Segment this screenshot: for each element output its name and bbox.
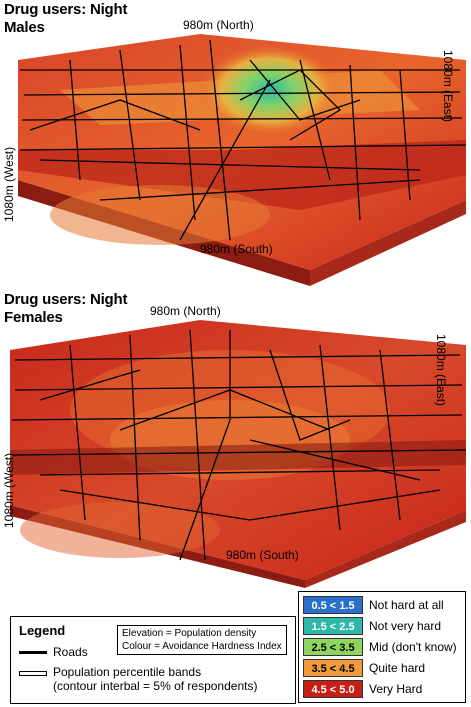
legend-note-colour: Colour = Avoidance Hardness Index bbox=[122, 641, 282, 652]
map-panel-females: Drug users: Night Females 980m (North) 9… bbox=[0, 290, 471, 590]
scale-class: 1.5 < 2.5 Not very hard bbox=[303, 617, 463, 635]
legend-title: Legend bbox=[19, 623, 66, 638]
scale-class: 4.5 < 5.0 Very Hard bbox=[303, 680, 463, 698]
scale-chip: 0.5 < 1.5 bbox=[303, 596, 363, 614]
roads bbox=[11, 329, 467, 561]
contour-band bbox=[50, 185, 270, 245]
scale-label: Quite hard bbox=[369, 661, 426, 675]
axis-east-label: 1080m (East) bbox=[441, 50, 455, 123]
legend-note: Elevation = Population density Colour = … bbox=[117, 625, 287, 655]
scale-class: 2.5 < 3.5 Mid (don't know) bbox=[303, 638, 463, 656]
map-title-line1: Drug users: Night bbox=[4, 1, 128, 18]
legend-box: Legend Elevation = Population density Co… bbox=[10, 616, 296, 704]
terrain-map-females bbox=[10, 320, 467, 588]
axis-south-label: 980m (South) bbox=[200, 242, 273, 256]
legend-roads-label: Roads bbox=[53, 645, 88, 659]
scale-chip: 3.5 < 4.5 bbox=[303, 659, 363, 677]
map-title: Drug users: Night Males bbox=[4, 1, 127, 37]
scale-class: 0.5 < 1.5 Not hard at all bbox=[303, 596, 463, 614]
hotspot bbox=[200, 45, 340, 135]
scale-label: Not hard at all bbox=[369, 598, 444, 612]
axis-west-label: 1080m (West) bbox=[2, 146, 16, 222]
terrain-side-east bbox=[305, 510, 466, 588]
scale-chip: 2.5 < 3.5 bbox=[303, 638, 363, 656]
contour-band bbox=[20, 502, 220, 558]
terrain-side-east bbox=[310, 200, 466, 286]
map-title-line2: Males bbox=[4, 19, 45, 36]
contour-band bbox=[18, 140, 466, 210]
roads bbox=[19, 39, 467, 241]
scale-label: Very Hard bbox=[369, 682, 423, 696]
scale-class: 3.5 < 4.5 Quite hard bbox=[303, 659, 463, 677]
hardness-scale: 0.5 < 1.5 Not hard at all 1.5 < 2.5 Not … bbox=[298, 591, 466, 703]
legend-bands-line2: (contour interbal = 5% of respondents) bbox=[53, 679, 258, 693]
scale-chip: 4.5 < 5.0 bbox=[303, 680, 363, 698]
map-title-line1: Drug users: Night bbox=[4, 291, 128, 308]
axis-south-label: 980m (South) bbox=[226, 548, 299, 562]
scale-chip: 1.5 < 2.5 bbox=[303, 617, 363, 635]
legend-note-elevation: Elevation = Population density bbox=[122, 628, 257, 639]
scale-label: Not very hard bbox=[369, 619, 442, 633]
map-panel-males: Drug users: Night Males 980m (North) 980… bbox=[0, 0, 471, 290]
contour-band bbox=[10, 440, 466, 475]
axis-west-label: 1080m (West) bbox=[2, 452, 16, 528]
axis-east-label: 1080m (East) bbox=[434, 334, 448, 407]
legend-bands-line1: Population percentile bands bbox=[53, 665, 202, 679]
map-title: Drug users: Night Females bbox=[4, 291, 127, 327]
terrain-map-males bbox=[18, 34, 467, 286]
axis-north-label: 980m (North) bbox=[183, 18, 254, 32]
band-swatch bbox=[19, 671, 47, 676]
axis-north-label: 980m (North) bbox=[150, 304, 221, 318]
map-title-line2: Females bbox=[4, 309, 63, 326]
scale-label: Mid (don't know) bbox=[369, 640, 457, 654]
road-swatch bbox=[19, 651, 47, 654]
